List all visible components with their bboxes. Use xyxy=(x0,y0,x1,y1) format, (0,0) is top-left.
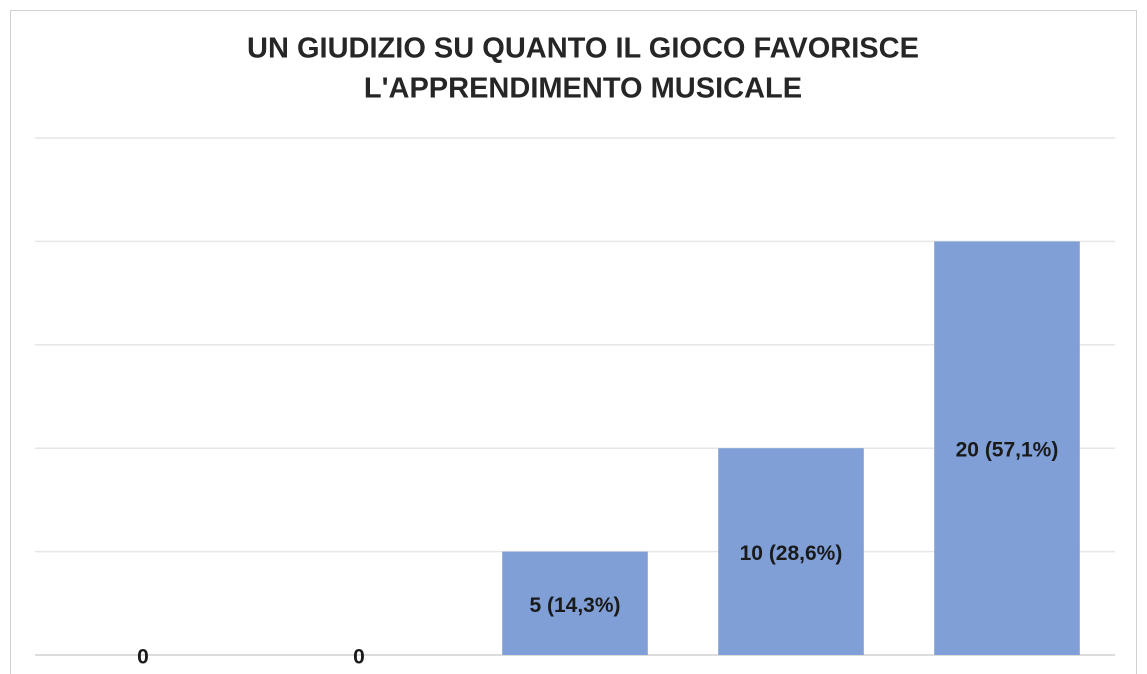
data-label: 5 (14,3%) xyxy=(529,594,620,617)
bar xyxy=(502,551,648,655)
data-label: 10 (28,6%) xyxy=(740,542,843,565)
chart-title: UN GIUDIZIO SU QUANTO IL GIOCO FAVORISCE xyxy=(247,33,919,65)
bar xyxy=(934,241,1080,655)
bar xyxy=(718,448,864,655)
chart-title: L'APPRENDIMENTO MUSICALE xyxy=(364,73,802,105)
data-label: 20 (57,1%) xyxy=(956,439,1059,462)
data-label: 0 xyxy=(353,646,365,669)
data-label: 0 xyxy=(137,646,149,669)
